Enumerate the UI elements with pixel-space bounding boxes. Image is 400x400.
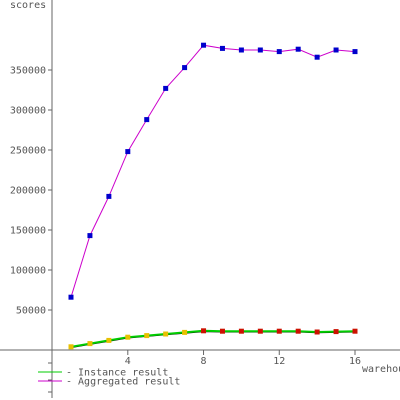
point-instance-14 (314, 329, 320, 335)
y-tick-label: 150000 (10, 226, 46, 237)
x-axis-title: warehouses (362, 364, 400, 375)
x-tick-label: 16 (349, 356, 361, 367)
y-tick-label: 100000 (10, 266, 46, 277)
x-tick-label: 4 (125, 356, 131, 367)
point-aggregated-15 (333, 47, 339, 53)
point-aggregated-3 (106, 193, 112, 199)
point-aggregated-1 (68, 294, 74, 300)
point-aggregated-7 (182, 65, 188, 71)
y-tick-label: 200000 (10, 186, 46, 197)
point-aggregated-16 (352, 49, 358, 55)
point-instance-4 (125, 334, 131, 340)
point-instance-2 (87, 341, 93, 347)
point-instance-5 (144, 333, 150, 339)
point-instance-13 (295, 328, 301, 334)
point-aggregated-6 (163, 85, 169, 91)
point-instance-11 (257, 328, 263, 334)
y-tick-label: 350000 (10, 66, 46, 77)
y-axis-title: scores (10, 0, 46, 11)
point-instance-8 (201, 328, 207, 334)
point-aggregated-4 (125, 149, 131, 155)
point-aggregated-13 (295, 46, 301, 52)
point-instance-12 (276, 328, 282, 334)
legend-label-1: - Aggregated result (66, 377, 180, 388)
point-aggregated-11 (257, 47, 263, 53)
point-aggregated-5 (144, 117, 150, 123)
legend-label-0: - Instance result (66, 368, 168, 379)
point-instance-10 (238, 328, 244, 334)
y-tick-label: 300000 (10, 106, 46, 117)
point-aggregated-14 (314, 54, 320, 60)
point-aggregated-12 (276, 49, 282, 55)
point-instance-6 (163, 331, 169, 337)
point-instance-1 (68, 344, 74, 350)
x-tick-label: 8 (201, 356, 207, 367)
point-instance-3 (106, 337, 112, 343)
point-instance-15 (333, 329, 339, 335)
point-aggregated-10 (238, 47, 244, 53)
y-tick-label: 250000 (10, 146, 46, 157)
point-aggregated-9 (219, 45, 225, 51)
point-instance-7 (182, 329, 188, 335)
point-aggregated-8 (201, 42, 207, 48)
point-instance-16 (352, 328, 358, 334)
legend: - Instance result- Aggregated result (38, 368, 180, 388)
point-aggregated-2 (87, 233, 93, 239)
x-tick-label: 12 (273, 356, 285, 367)
y-tick-label: 50000 (16, 306, 46, 317)
series-line-aggregated (70, 44, 356, 298)
series-line-instance (70, 329, 356, 348)
point-instance-9 (219, 328, 225, 334)
series-layer (68, 42, 358, 350)
